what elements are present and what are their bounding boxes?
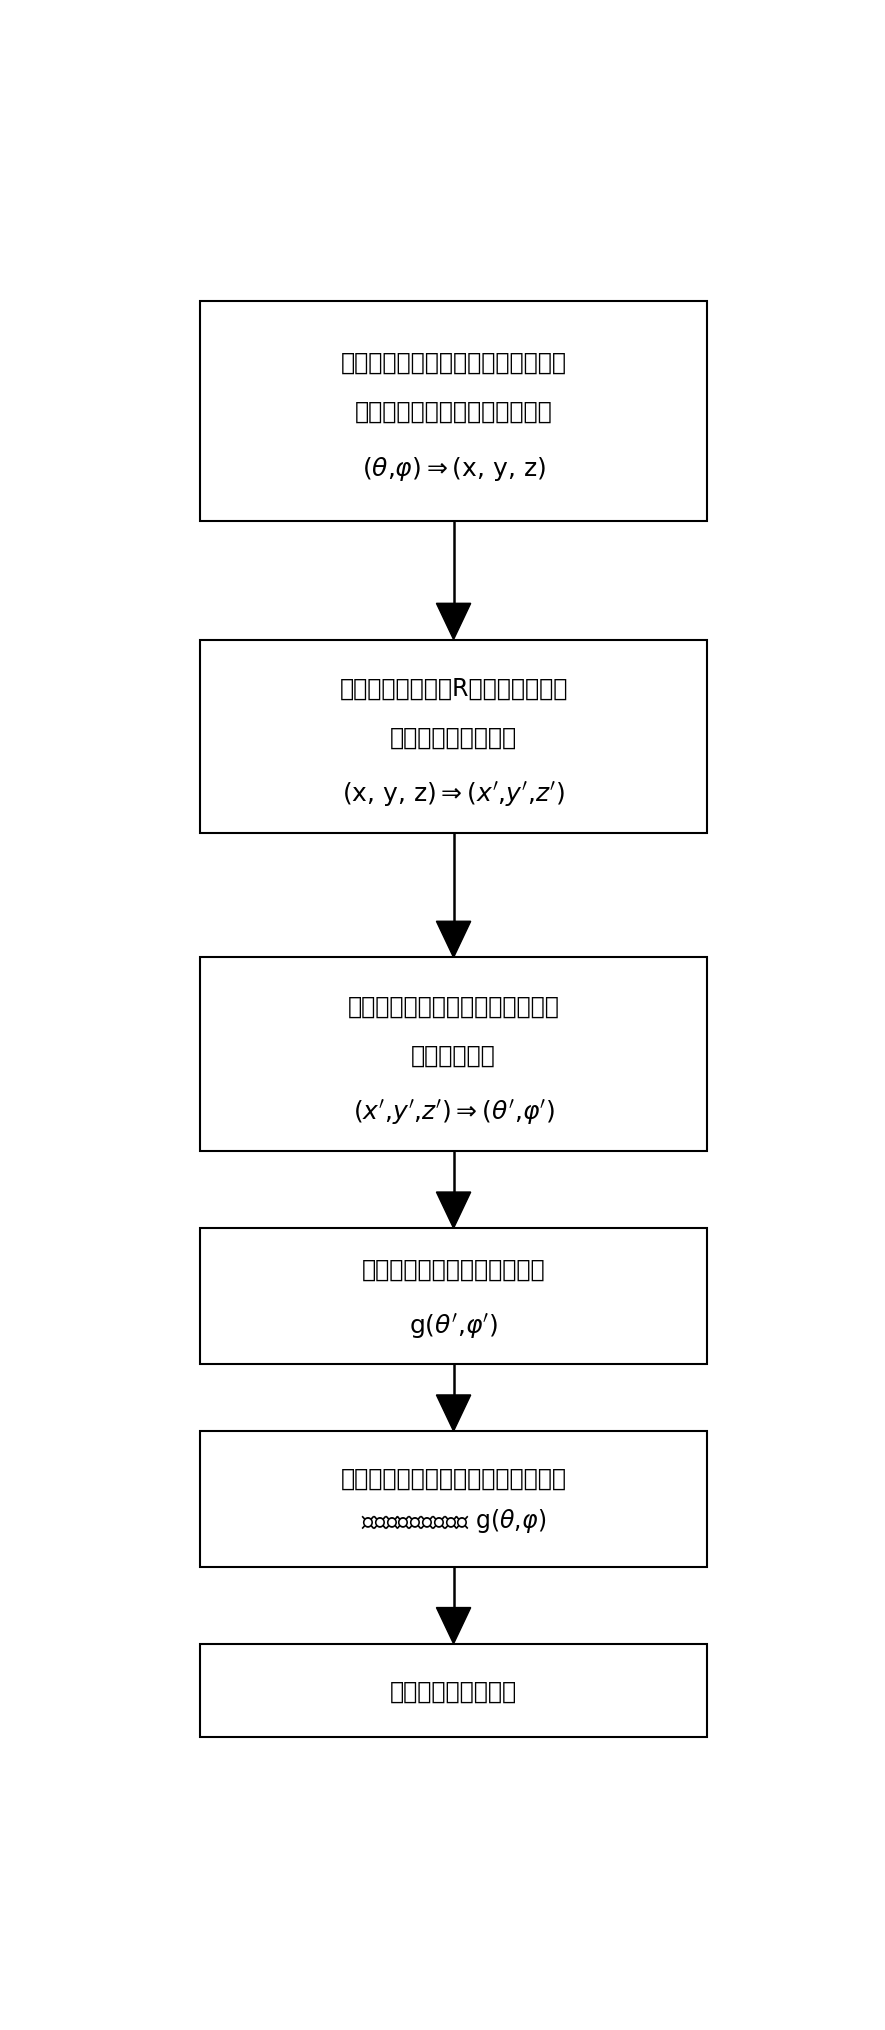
Text: (x, y, z)$\Rightarrow$($x'$,$y'$,$z'$): (x, y, z)$\Rightarrow$($x'$,$y'$,$z'$)	[342, 780, 565, 808]
Polygon shape	[436, 1192, 471, 1228]
Text: ($x'$,$y'$,$z'$)$\Rightarrow$($\theta'$,$\varphi'$): ($x'$,$y'$,$z'$)$\Rightarrow$($\theta'$,…	[352, 1096, 555, 1127]
Polygon shape	[436, 605, 471, 639]
Text: 利用欧拉旋转矩阵R，全局直角坐标: 利用欧拉旋转矩阵R，全局直角坐标	[339, 676, 568, 700]
Text: 共形阵列单元，局部直角坐标转换: 共形阵列单元，局部直角坐标转换	[348, 995, 559, 1017]
Bar	[200, 1431, 707, 1567]
Bar	[200, 1228, 707, 1364]
Text: ($\theta$,$\varphi$)$\Rightarrow$(x, y, z): ($\theta$,$\varphi$)$\Rightarrow$(x, y, …	[362, 455, 545, 483]
Polygon shape	[436, 1608, 471, 1644]
Text: 得到局部坐标系下极化方向图: 得到局部坐标系下极化方向图	[362, 1257, 545, 1281]
Polygon shape	[436, 1395, 471, 1431]
Text: 到局部直角坐标转换: 到局部直角坐标转换	[390, 725, 517, 749]
Text: g($\theta'$,$\varphi'$): g($\theta'$,$\varphi'$)	[409, 1311, 498, 1340]
Bar	[200, 1644, 707, 1738]
Text: 标系下的辐射方向图 g($\theta$,$\varphi$): 标系下的辐射方向图 g($\theta$,$\varphi$)	[361, 1506, 546, 1535]
Bar	[200, 958, 707, 1151]
Text: 根据欧拉变换的逆变换，得到全局坐: 根据欧拉变换的逆变换，得到全局坐	[341, 1466, 566, 1490]
Text: 共形阵列传感器阵元接收信号，全局: 共形阵列传感器阵元接收信号，全局	[341, 351, 566, 374]
Polygon shape	[436, 922, 471, 958]
Text: 阵列流形的数学建模: 阵列流形的数学建模	[390, 1679, 517, 1703]
Bar	[200, 639, 707, 834]
Bar	[200, 302, 707, 522]
Text: 为局部极坐标: 为局部极坐标	[412, 1043, 496, 1068]
Text: 极坐标信号转换为全局直角坐标: 极坐标信号转换为全局直角坐标	[355, 400, 552, 424]
